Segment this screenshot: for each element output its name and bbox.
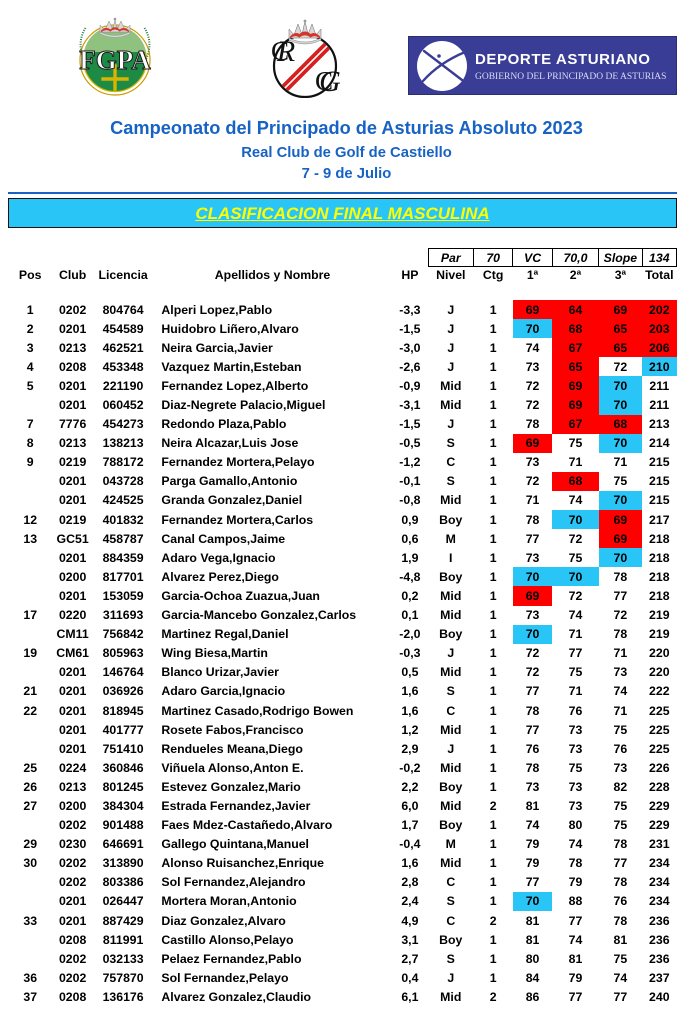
svg-text:DEPORTE ASTURIANO: DEPORTE ASTURIANO — [475, 51, 651, 68]
svg-text:GOBIERNO DEL PRINCIPADO DE AST: GOBIERNO DEL PRINCIPADO DE ASTURIAS — [475, 72, 666, 82]
svg-text:G: G — [319, 65, 341, 98]
svg-text:FGPA: FGPA — [79, 45, 151, 75]
